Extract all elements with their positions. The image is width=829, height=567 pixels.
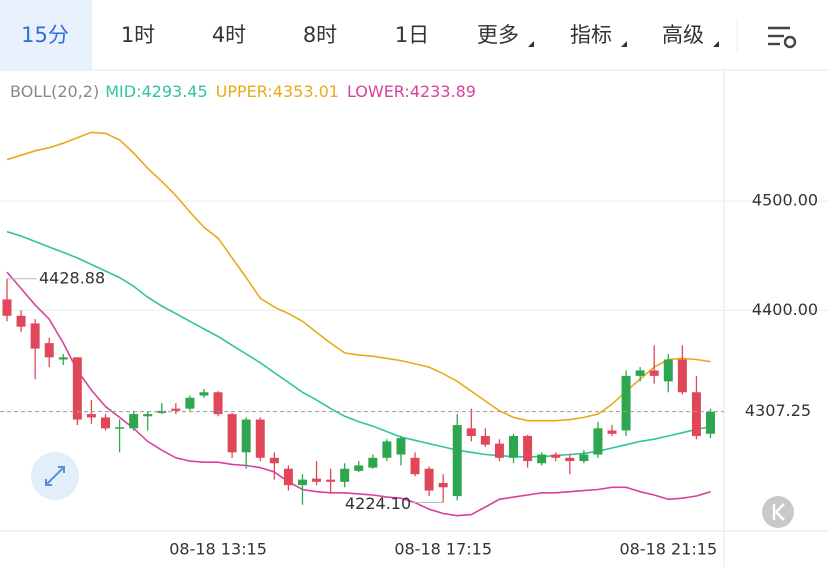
candle-body (312, 478, 322, 482)
candle-body (466, 428, 476, 436)
candle-body (494, 443, 504, 458)
last-price-label: 4307.25 (745, 401, 811, 420)
candle-body (410, 457, 420, 475)
candle-body (551, 454, 561, 458)
candle-body (537, 454, 547, 464)
candle-body (691, 392, 701, 436)
candle-body (438, 482, 448, 488)
legend-entry: LOWER:4233.89 (347, 82, 476, 101)
tab[interactable]: 高级 (662, 23, 704, 47)
tab[interactable]: 指标 (570, 23, 612, 47)
indicator-name: BOLL(20,2) (10, 82, 99, 101)
toolbar (0, 0, 829, 70)
candle-body (424, 468, 434, 491)
candle-body (635, 370, 645, 376)
selected-tab-bg (0, 0, 92, 70)
candle-body (382, 441, 392, 458)
candle-body (100, 417, 110, 429)
tab[interactable]: 15分 (21, 23, 69, 47)
candle-body (593, 428, 603, 455)
last-price-box (727, 398, 829, 425)
candle-body (579, 454, 589, 462)
reset-button[interactable] (762, 496, 794, 528)
annotation-label: 4224.10 (345, 494, 411, 513)
candle-body (354, 465, 364, 471)
candle-body (326, 479, 336, 482)
candle-body (227, 414, 237, 453)
candle-body (16, 315, 26, 327)
y-tick-label: 4400.00 (752, 300, 818, 319)
candle-body (509, 435, 519, 458)
x-tick-label: 08-18 13:15 (169, 540, 267, 559)
candle-body (86, 414, 96, 418)
candle-body (677, 359, 687, 393)
candle-body (565, 457, 575, 462)
candle-body (269, 457, 279, 464)
dropdown-arrow (713, 41, 719, 47)
annotation-label: 4428.88 (39, 268, 105, 287)
candle-body (199, 392, 209, 396)
x-tick-label: 08-18 21:15 (619, 540, 717, 559)
candle-body (171, 408, 181, 411)
candle-body (396, 438, 406, 455)
tab[interactable]: 1日 (395, 23, 429, 47)
tab[interactable]: 更多 (477, 23, 519, 47)
y-tick-label: 4500.00 (752, 191, 818, 210)
candle-body (44, 343, 54, 358)
candle-body (72, 357, 82, 420)
settings-icon[interactable] (768, 26, 797, 49)
candle-body (523, 435, 533, 462)
plot-area: 4500.00 4400.00 08-18 13:15 08-18 17:15 08-1… (0, 131, 829, 559)
candle-body (663, 359, 673, 382)
candle-body (30, 323, 40, 349)
tab[interactable]: 1时 (121, 23, 155, 47)
tab[interactable]: 4时 (212, 23, 246, 47)
candle-body (241, 419, 251, 453)
candle-body (115, 427, 125, 429)
band-line (6, 131, 711, 422)
band-line (6, 230, 711, 458)
legend-entry: MID:4293.45 (105, 82, 207, 101)
candle-body (255, 419, 265, 458)
dropdown-arrow (528, 41, 534, 47)
band-line (6, 271, 711, 517)
candle-body (213, 392, 223, 415)
candle-body (58, 357, 68, 360)
candle-body (143, 414, 153, 417)
expand-button[interactable] (31, 452, 79, 500)
candle-body (621, 375, 631, 431)
candle-body (129, 414, 139, 429)
candle-body (649, 370, 659, 376)
candle-body (480, 435, 490, 445)
tab[interactable]: 8时 (303, 23, 337, 47)
candle-body (2, 299, 12, 316)
candle-body (297, 479, 307, 486)
candle-body (452, 425, 462, 497)
candle-body (607, 430, 617, 434)
legend-entry: UPPER:4353.01 (216, 82, 339, 101)
candle-body (283, 468, 293, 486)
x-tick-label: 08-18 17:15 (394, 540, 492, 559)
candle-body (368, 457, 378, 468)
candle-body (185, 397, 195, 409)
legend: BOLL(20,2) MID:4293.45 UPPER:4353.01 LOWER:… (10, 82, 476, 101)
dropdown-arrow (621, 41, 627, 47)
candle-body (706, 411, 715, 434)
candle-body (340, 468, 350, 482)
